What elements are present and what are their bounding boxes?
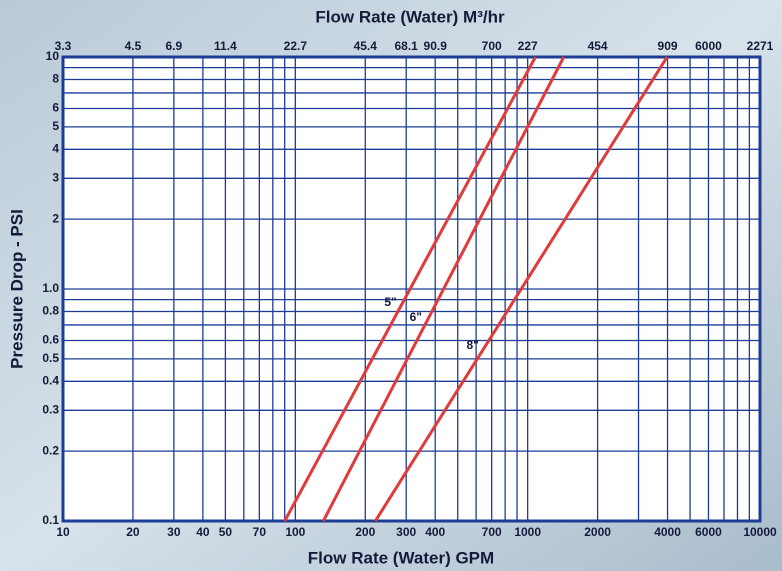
x-tick-label: 700 [482,525,502,539]
x2-tick-label: 45.4 [354,39,378,53]
y-tick-label: 1.0 [42,281,59,295]
series-line [374,56,669,522]
x-tick-label: 10 [56,525,70,539]
x-tick-label: 30 [167,525,181,539]
x2-tick-label: 90.9 [424,39,448,53]
y-tick-label: 0.5 [42,351,59,365]
y-tick-label: 0.3 [42,402,59,416]
plot-frame [61,55,762,523]
y-tick-label: 2 [52,211,59,225]
series-line [322,56,566,522]
x-tick-label: 10000 [743,525,777,539]
x2-tick-label: 227 [518,39,538,53]
x2-tick-label: 454 [588,39,608,53]
series-label: 5" [384,295,396,309]
x2-tick-label: 68.1 [395,39,419,53]
x-tick-label: 2000 [584,525,611,539]
x2-tick-label: 3.3 [55,39,72,53]
x2-tick-label: 4.5 [125,39,142,53]
y-tick-label: 5 [52,119,59,133]
y-tick-label: 3 [52,170,59,184]
y-tick-label: 0.2 [42,443,59,457]
x-axis-label: Flow Rate (Water) GPM [308,548,494,567]
y-tick-label: 6 [52,101,59,115]
x2-tick-label: 700 [482,39,502,53]
x2-tick-label: 909 [658,39,678,53]
x-tick-label: 1000 [514,525,541,539]
y-tick-label: 0.1 [42,513,59,527]
y-tick-label: 0.8 [42,304,59,318]
y-tick-label: 10 [46,49,60,63]
y-tick-label: 0.4 [42,373,59,387]
y-axis-label: Pressure Drop - PSI [7,209,26,369]
x-tick-label: 4000 [654,525,681,539]
x2-tick-label: 22.7 [284,39,308,53]
series-label: 8" [467,338,479,352]
series-line [283,56,537,522]
x-tick-label: 200 [355,525,375,539]
x-tick-label: 300 [396,525,416,539]
x2-tick-label: 11.4 [214,39,237,53]
x2-tick-label: 6.9 [166,39,183,53]
x-tick-label: 70 [253,525,267,539]
x-tick-label: 40 [196,525,210,539]
x2-tick-label: 2271 [747,39,774,53]
x-tick-label: 6000 [695,525,722,539]
x2-tick-label: 6000 [695,39,722,53]
series-label: 6" [410,310,422,324]
x-tick-label: 400 [425,525,445,539]
y-tick-label: 8 [52,72,59,86]
x-tick-label: 100 [285,525,305,539]
x-tick-label: 50 [219,525,233,539]
chart-title: Flow Rate (Water) M³/hr [315,7,505,26]
x-tick-label: 20 [126,525,140,539]
y-tick-label: 4 [52,141,59,155]
y-tick-label: 0.6 [42,333,59,347]
